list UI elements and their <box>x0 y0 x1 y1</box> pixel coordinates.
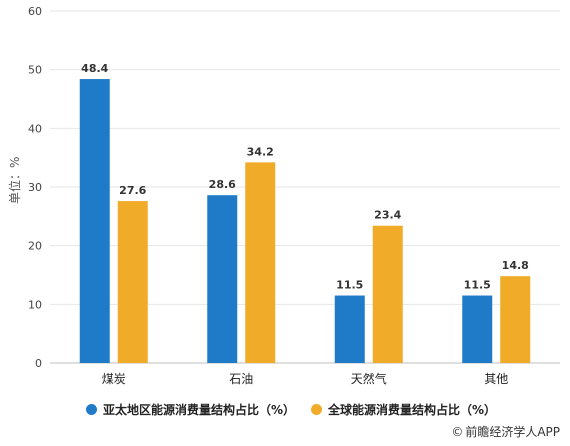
bar-global-other <box>500 276 531 363</box>
data-label: 23.4 <box>374 209 401 222</box>
bar-asia-pacific-natural-gas <box>334 295 365 363</box>
x-tick-label-natural-gas: 天然气 <box>351 371 387 386</box>
data-label: 14.8 <box>502 259 529 272</box>
y-tick-label: 20 <box>28 240 42 253</box>
x-tick-label-coal: 煤炭 <box>102 372 126 386</box>
legend-swatch-global <box>311 404 323 415</box>
copyright-icon: © <box>451 424 464 439</box>
bar-asia-pacific-coal <box>79 79 110 363</box>
source-text: 前瞻经济学人APP <box>465 425 560 439</box>
legend: 亚太地区能源消费量结构占比（%） 全球能源消费量结构占比（%） <box>86 401 512 418</box>
bar-global-oil <box>245 162 276 363</box>
legend-item-global: 全球能源消费量结构占比（%） <box>311 401 496 418</box>
x-tick-label-other: 其他 <box>484 372 508 386</box>
y-tick-label: 10 <box>28 298 42 311</box>
legend-label-asia-pacific: 亚太地区能源消费量结构占比（%） <box>103 403 296 417</box>
y-axis-label: 单位：% <box>8 156 22 204</box>
legend-label-global: 全球能源消费量结构占比（%） <box>328 403 497 417</box>
y-tick-label: 0 <box>35 357 42 370</box>
data-label: 48.4 <box>81 62 108 75</box>
y-tick-label: 40 <box>28 122 42 135</box>
data-label: 11.5 <box>336 279 363 292</box>
data-label: 11.5 <box>464 279 491 292</box>
bar-asia-pacific-oil <box>207 195 238 363</box>
legend-item-asia-pacific: 亚太地区能源消费量结构占比（%） <box>86 401 295 418</box>
bar-global-coal <box>117 201 148 363</box>
legend-swatch-asia-pacific <box>86 404 97 415</box>
y-tick-label: 60 <box>28 5 42 18</box>
data-label: 34.2 <box>247 145 274 158</box>
y-tick-label: 50 <box>28 64 42 77</box>
data-label: 27.6 <box>119 184 146 197</box>
bar-global-natural-gas <box>372 225 403 363</box>
y-tick-label: 30 <box>28 181 42 194</box>
source-credit: © 前瞻经济学人APP <box>451 423 560 440</box>
x-tick-label-oil: 石油 <box>229 372 253 386</box>
data-label: 28.6 <box>209 178 236 191</box>
bar-asia-pacific-other <box>462 295 493 363</box>
